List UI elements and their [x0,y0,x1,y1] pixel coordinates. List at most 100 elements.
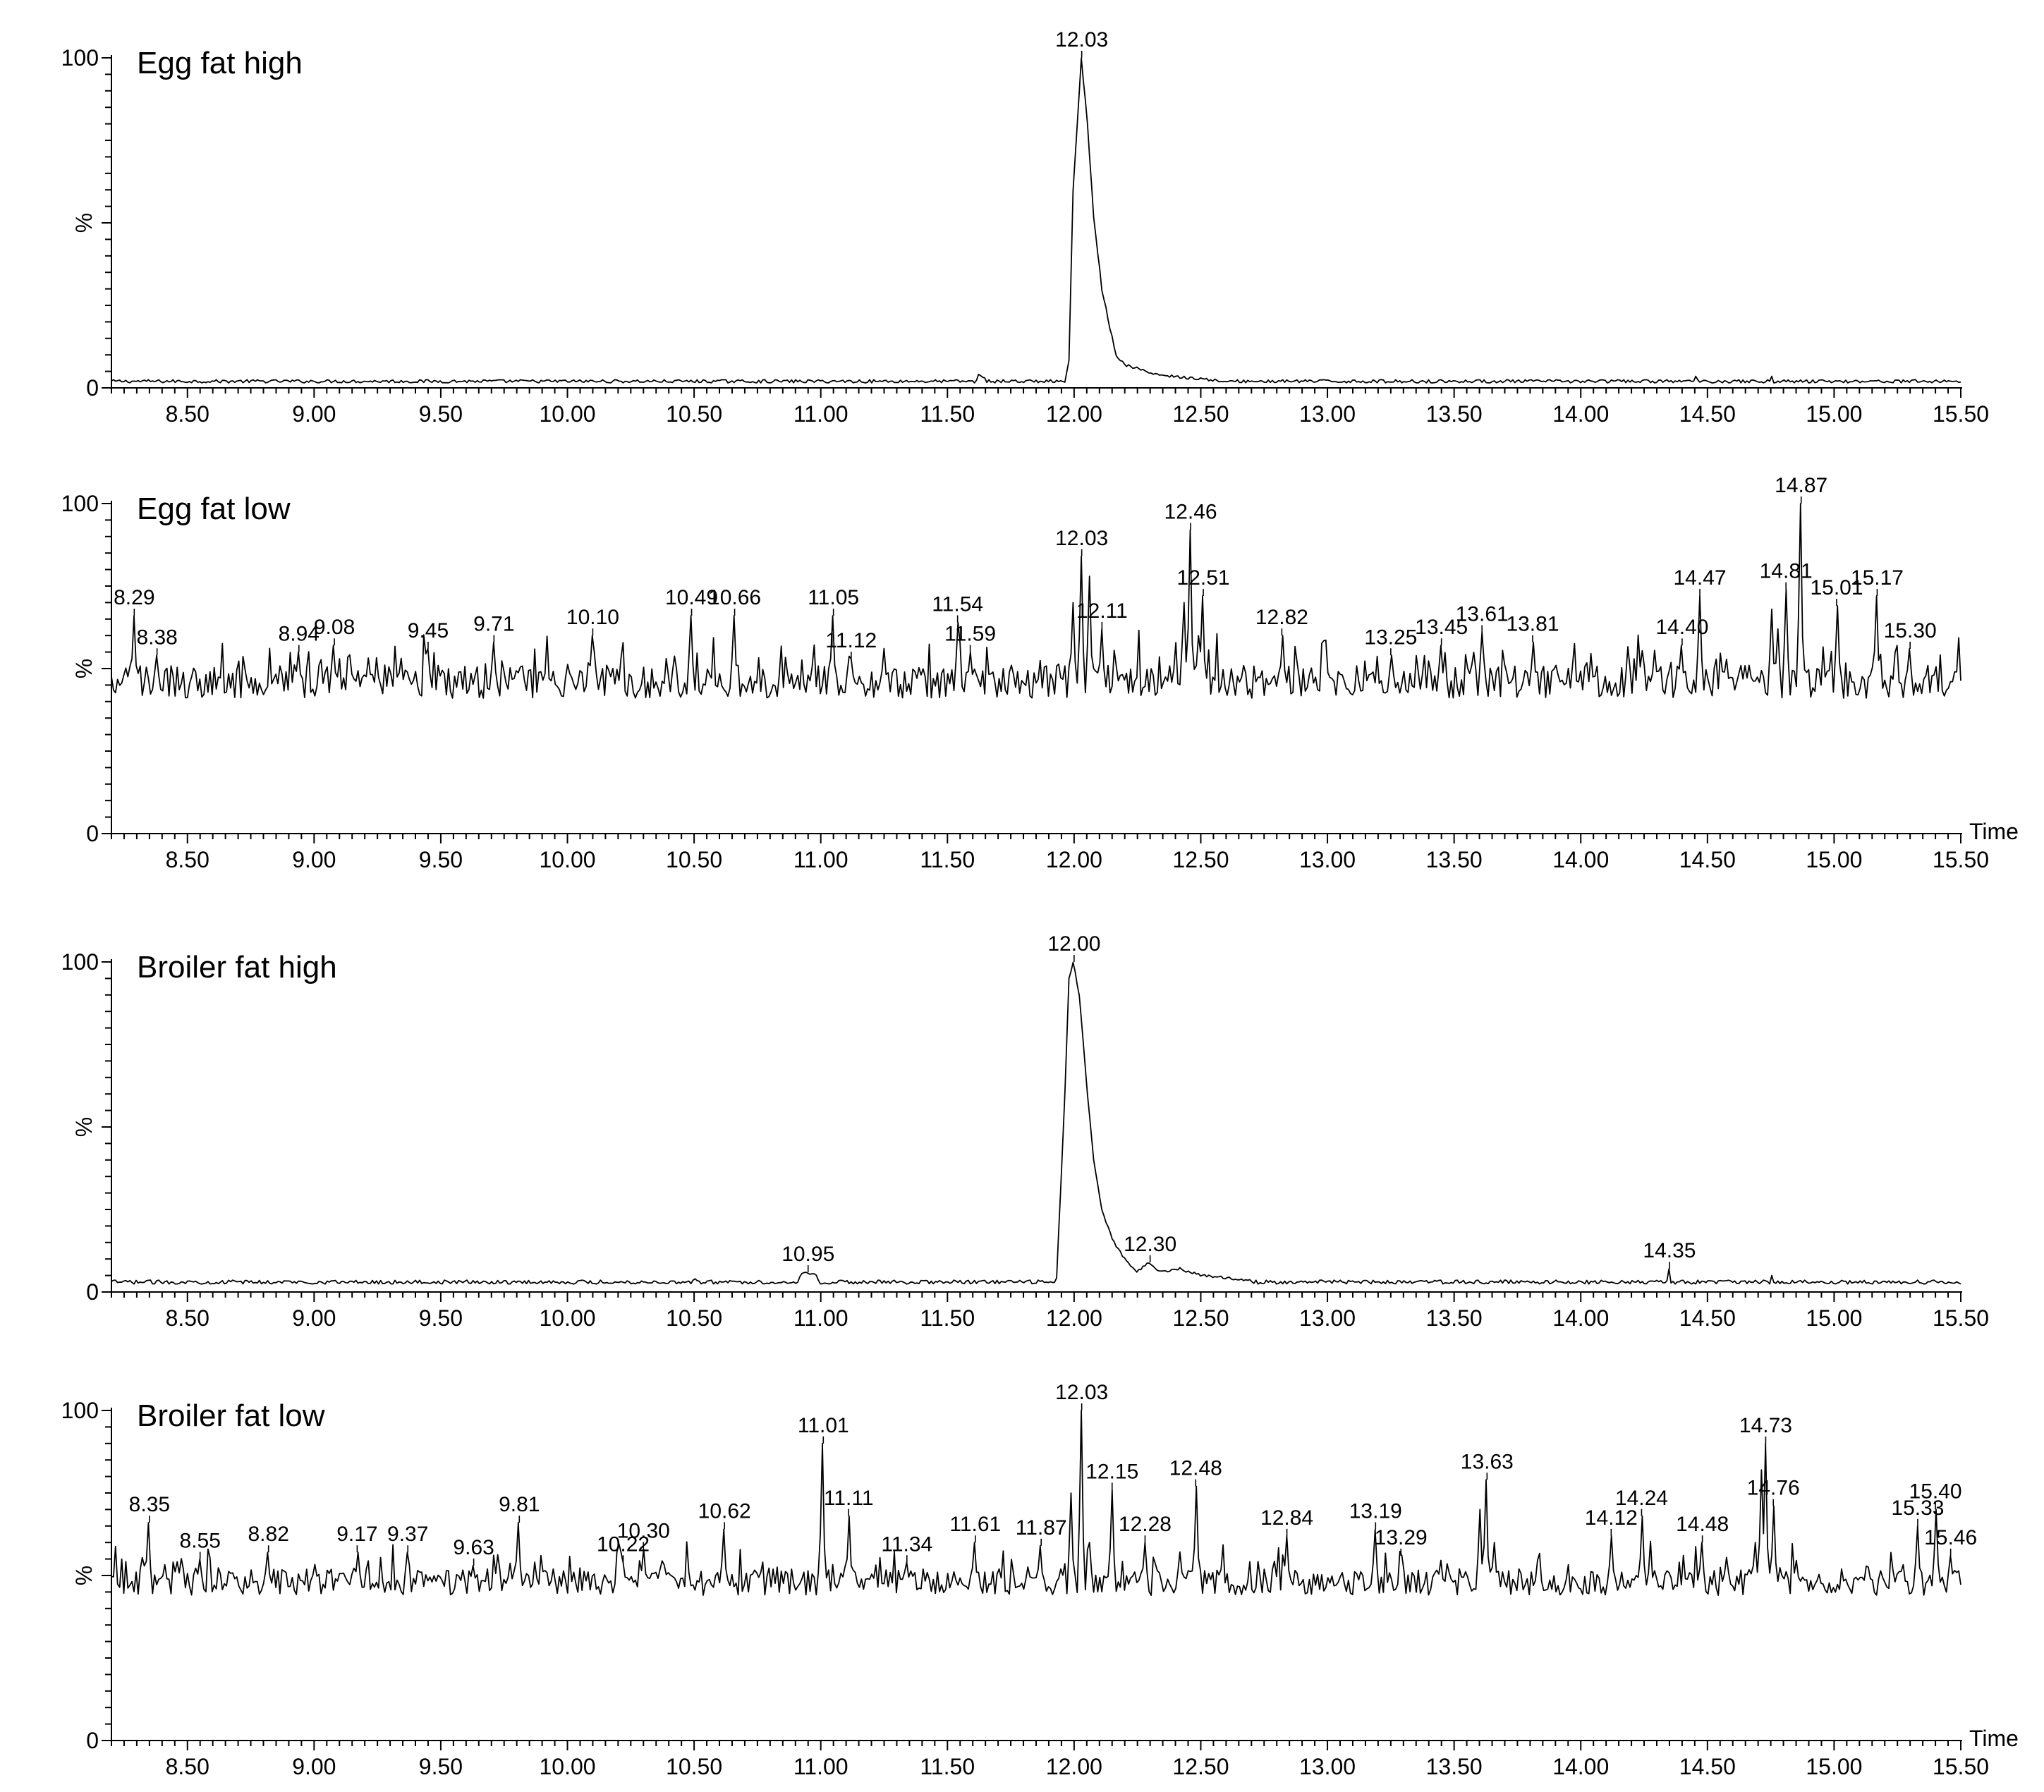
x-tick-label: 9.50 [419,1754,463,1779]
peak-label: 11.34 [881,1532,932,1556]
x-tick-label: 9.50 [419,401,463,427]
peak-label: 8.94 [279,623,320,646]
peak-label: 14.12 [1585,1506,1638,1530]
x-tick-label: 11.00 [793,1305,848,1331]
peak-label: 10.22 [597,1532,650,1556]
x-tick-label: 14.00 [1552,847,1609,872]
x-tick-label: 9.00 [292,1305,336,1331]
peak-label: 14.87 [1775,474,1827,497]
x-tick-label: 15.50 [1933,847,1989,872]
peak-label: 10.49 [665,586,718,609]
peak-label: 13.61 [1456,603,1509,626]
peak-label: 15.46 [1924,1526,1977,1549]
x-tick-label: 13.50 [1426,1305,1483,1331]
x-tick-label: 10.00 [539,401,595,427]
y-tick-label: 0 [86,1728,99,1753]
peak-label: 11.11 [824,1487,874,1510]
x-tick-label: 12.50 [1172,847,1229,872]
peak-label: 13.19 [1349,1499,1402,1523]
peak-label: 11.01 [798,1414,849,1437]
peak-label: 10.62 [698,1499,751,1523]
x-tick-label: 11.00 [793,1754,848,1779]
x-tick-label: 12.50 [1172,1305,1229,1331]
x-tick-label: 8.50 [166,1754,209,1779]
peak-label: 11.61 [949,1513,1001,1536]
x-tick-label: 15.50 [1933,1305,1989,1331]
x-tick-label: 10.50 [666,1305,722,1331]
chromatogram-trace [111,503,1961,699]
peak-label: 13.29 [1375,1526,1428,1549]
y-axis-label: % [71,213,97,233]
chromatogram-panel-2: 0 100% 8.50 9.00 9.50 10.00 10.50 11.00 11.50 12.… [61,474,2019,872]
x-tick-label: 13.00 [1299,1754,1356,1779]
peak-label: 11.87 [1016,1516,1067,1540]
x-tick-label: 11.50 [920,847,975,872]
x-tick-label: 12.50 [1172,401,1229,427]
peak-label: 10.95 [781,1243,834,1266]
x-tick-label: 12.00 [1046,847,1102,872]
peak-label: 11.54 [932,592,983,616]
peak-label: 14.73 [1739,1414,1792,1437]
panel-title: Egg fat high [137,46,303,80]
peak-label: 10.10 [566,606,619,629]
peak-label: 8.55 [180,1530,221,1553]
peak-label: 15.40 [1909,1480,1962,1503]
x-tick-label: 11.00 [793,847,848,872]
x-tick-label: 14.00 [1552,1305,1609,1331]
peak-label: 12.00 [1047,932,1100,956]
peak-label: 10.66 [708,586,761,609]
x-tick-label: 11.50 [920,1305,975,1331]
peak-label: 9.81 [499,1493,540,1516]
x-tick-label: 12.00 [1046,401,1102,427]
y-axis-label: % [71,659,97,678]
y-tick-label: 0 [86,375,99,401]
peak-label: 8.35 [129,1493,170,1516]
peak-label: 12.51 [1177,566,1230,590]
x-tick-label: 10.50 [666,1754,722,1779]
x-tick-label: 9.50 [419,847,463,872]
x-tick-label: 13.00 [1299,1305,1356,1331]
panel-title: Broiler fat high [137,950,337,985]
peak-label: 14.40 [1655,616,1708,639]
x-tick-label: 9.00 [292,847,336,872]
chromatogram-panel-4: 0 100% 8.50 9.00 9.50 10.00 10.50 11.00 11.50 12.… [61,1381,2019,1779]
x-tick-label: 10.00 [539,847,595,872]
peak-label: 14.35 [1643,1239,1696,1262]
peak-label: 15.30 [1884,619,1937,642]
x-tick-label: 8.50 [166,847,209,872]
x-tick-label: 15.00 [1806,1305,1862,1331]
x-tick-label: 14.50 [1679,401,1736,427]
x-tick-label: 13.50 [1426,1754,1483,1779]
x-tick-label: 9.00 [292,1754,336,1779]
peak-label: 14.76 [1747,1477,1800,1500]
peak-label: 12.03 [1055,1381,1108,1404]
peak-label: 11.05 [808,586,859,609]
peak-label: 12.84 [1260,1506,1313,1530]
peak-label: 12.15 [1085,1460,1138,1483]
chromatogram-trace [111,961,1961,1285]
peak-label: 15.17 [1851,566,1904,590]
x-axis-label: Time [1969,819,2019,844]
x-tick-label: 14.50 [1679,847,1736,872]
peak-label: 9.63 [453,1536,494,1559]
peak-label: 10.30 [617,1520,670,1543]
peak-label: 13.81 [1506,613,1559,636]
x-tick-label: 14.50 [1679,1754,1736,1779]
peak-label: 9.71 [473,613,514,636]
y-tick-label: 0 [86,821,99,846]
peak-label: 12.03 [1055,28,1108,51]
peak-label: 8.29 [114,586,154,609]
x-tick-label: 10.50 [666,847,722,872]
peak-label: 12.46 [1164,500,1217,523]
peak-label: 9.45 [408,619,449,642]
chromatogram-trace [111,1410,1961,1596]
x-tick-label: 11.00 [793,401,848,427]
x-tick-label: 11.50 [920,401,975,427]
y-tick-label: 100 [61,45,99,71]
y-axis-label: % [71,1566,97,1585]
x-tick-label: 9.50 [419,1305,463,1331]
x-tick-label: 14.00 [1552,1754,1609,1779]
x-tick-label: 13.00 [1299,401,1356,427]
